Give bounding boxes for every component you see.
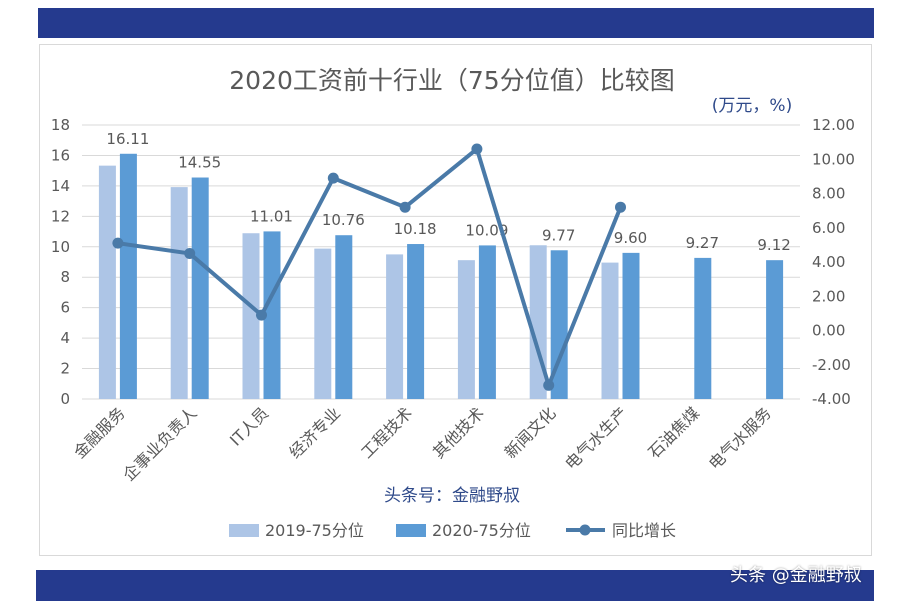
bar-2020-6 xyxy=(550,250,568,399)
bar-2019-1 xyxy=(170,187,188,399)
category-label: IT人员 xyxy=(226,403,272,449)
left-tick-label: 12 xyxy=(51,207,70,225)
bar-2019-2 xyxy=(242,233,260,399)
growth-line-path xyxy=(117,146,623,388)
left-tick-label: 0 xyxy=(60,390,70,408)
left-tick-label: 8 xyxy=(60,268,70,286)
data-label-2020: 16.11 xyxy=(106,130,149,148)
bar-2020-3 xyxy=(335,235,353,399)
category-label: 经济专业 xyxy=(285,403,344,462)
data-label-2020: 9.77 xyxy=(542,226,575,244)
bar-2020-4 xyxy=(407,244,425,399)
category-label: 企事业负责人 xyxy=(119,403,200,484)
category-label: 工程技术 xyxy=(357,403,416,462)
data-label-2020: 9.12 xyxy=(757,236,790,254)
left-tick-label: 16 xyxy=(51,146,70,164)
growth-point xyxy=(399,201,411,213)
legend-marker-growth xyxy=(579,524,591,536)
right-tick-label: 0.00 xyxy=(812,322,845,340)
category-label: 电气水服务 xyxy=(705,403,775,473)
bar-2020-7 xyxy=(622,252,640,399)
left-axis-ticks: 0 2 4 6 8 10 12 14 16 18 xyxy=(51,116,70,408)
bar-2019-0 xyxy=(98,165,116,399)
legend-label-2020: 2020-75分位 xyxy=(432,521,531,540)
right-tick-label: 2.00 xyxy=(812,287,845,305)
category-label: 电气水生产 xyxy=(561,403,631,473)
right-tick-label: 4.00 xyxy=(812,253,845,271)
bar-2019-4 xyxy=(386,254,404,399)
left-tick-label: 18 xyxy=(51,116,70,134)
growth-point xyxy=(184,247,196,259)
data-label-2020: 9.60 xyxy=(614,229,647,247)
left-tick-label: 4 xyxy=(60,329,70,347)
legend: 2019-75分位 2020-75分位 同比增长 xyxy=(229,521,676,540)
right-tick-label: 8.00 xyxy=(812,185,845,203)
category-label: 其他技术 xyxy=(429,403,488,462)
data-label-2020: 11.01 xyxy=(250,207,293,225)
legend-label-growth: 同比增长 xyxy=(612,521,676,540)
bar-2020-5 xyxy=(478,245,496,399)
growth-point xyxy=(256,309,267,321)
bar-2020-8 xyxy=(694,257,712,399)
data-label-2020: 10.76 xyxy=(322,211,365,229)
bar-2019-7 xyxy=(601,262,619,399)
right-tick-label: 12.00 xyxy=(812,116,855,134)
watermark: 头条 @金融野叔 xyxy=(730,565,862,586)
bars xyxy=(98,153,784,399)
left-tick-label: 2 xyxy=(60,360,70,378)
left-tick-label: 6 xyxy=(60,299,70,317)
data-label-2020: 14.55 xyxy=(178,154,221,172)
bottom-banner xyxy=(36,570,874,601)
growth-point xyxy=(543,379,555,391)
right-tick-label: -2.00 xyxy=(812,356,851,374)
legend-swatch-2019 xyxy=(229,524,259,537)
unit-label: (万元，%) xyxy=(712,96,792,116)
growth-point xyxy=(615,201,626,213)
top-banner xyxy=(38,8,874,38)
data-label-2020: 10.18 xyxy=(394,220,437,238)
bar-2020-1 xyxy=(191,177,209,399)
bar-2020-9 xyxy=(766,260,784,399)
right-tick-label: 10.00 xyxy=(812,150,855,168)
legend-swatch-2020 xyxy=(396,524,426,537)
category-labels: 金融服务企事业负责人 IT人员 经济专业 工程技术 其他技术 新闻文化 电气水生产 石油焦煤电… xyxy=(70,403,775,484)
data-label-2020: 10.09 xyxy=(465,221,508,239)
growth-point xyxy=(471,143,483,155)
source-label: 头条号：金融野叔 xyxy=(384,486,520,506)
growth-line xyxy=(112,143,626,391)
bar-2020-0 xyxy=(119,153,137,399)
data-label-2020: 9.27 xyxy=(686,234,719,252)
category-label: 新闻文化 xyxy=(501,403,560,462)
category-label: 金融服务 xyxy=(70,403,129,462)
data-labels: 16.11 14.55 11.01 10.76 10.18 10.09 9.77 9.60 9.… xyxy=(106,130,790,254)
growth-point xyxy=(112,237,124,249)
category-label: 石油焦煤 xyxy=(644,403,703,462)
growth-point xyxy=(327,172,339,184)
chart-title: 2020工资前十行业（75分位值）比较图 xyxy=(229,66,674,95)
left-tick-label: 14 xyxy=(51,177,70,195)
bar-2020-2 xyxy=(263,231,281,399)
bar-2019-3 xyxy=(314,248,332,399)
right-axis-ticks: -4.00 -2.00 0.00 2.00 4.00 6.00 8.00 10.00 12.00 xyxy=(812,116,855,408)
left-tick-label: 10 xyxy=(51,238,70,256)
right-tick-label: 6.00 xyxy=(812,219,845,237)
bar-2019-5 xyxy=(457,260,475,399)
legend-label-2019: 2019-75分位 xyxy=(265,521,364,540)
right-tick-label: -4.00 xyxy=(812,390,851,408)
